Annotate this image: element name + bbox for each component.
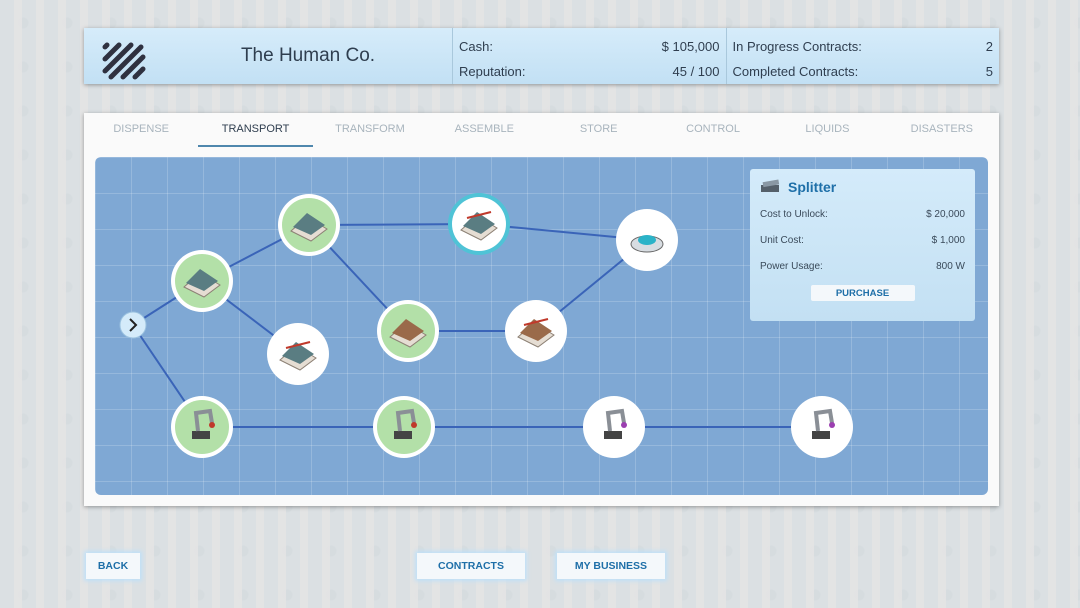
tech-tree-graph: [119, 193, 853, 458]
splitter-icon: [761, 179, 780, 192]
tech-node-n3[interactable]: [267, 323, 329, 385]
tab-disasters[interactable]: DISASTERS: [910, 123, 973, 135]
tab-dispense[interactable]: DISPENSE: [113, 123, 169, 135]
tech-node-n5[interactable]: [616, 209, 678, 271]
conveyor-gate-icon: [279, 341, 317, 371]
power-label: Power Usage:: [760, 260, 823, 272]
tech-node-n9[interactable]: [373, 396, 435, 458]
ramp-conveyor-icon: [290, 213, 328, 242]
cash-label: Cash:: [459, 39, 493, 54]
chevron-right-icon: [129, 318, 138, 332]
robot-arm-icon: [812, 408, 835, 439]
item-info-card: Splitter Cost to Unlock: $ 20,000 Unit Co…: [750, 169, 975, 321]
research-panel: DISPENSE TRANSPORT TRANSFORM ASSEMBLE ST…: [84, 113, 999, 506]
tab-transport[interactable]: TRANSPORT: [198, 113, 314, 147]
unit-cost-label: Unit Cost:: [760, 234, 804, 246]
tab-assemble[interactable]: ASSEMBLE: [454, 123, 514, 135]
company-name: The Human Co.: [240, 45, 376, 66]
tech-node-n7[interactable]: [505, 300, 567, 362]
purchase-button[interactable]: PURCHASE: [810, 285, 915, 301]
sorter-icon: [517, 318, 555, 348]
my-business-button[interactable]: MY BUSINESS: [557, 553, 665, 579]
unit-cost-value: $ 1,000: [931, 234, 965, 246]
status-header: The Human Co. Cash: $ 105,000 Reputation:…: [84, 28, 999, 84]
company-logo: [84, 28, 164, 84]
splitter-icon: [460, 211, 498, 241]
cost-value: $ 20,000: [926, 208, 965, 220]
cash-value: $ 105,000: [661, 39, 720, 54]
tab-store[interactable]: STORE: [579, 123, 618, 135]
tech-node-n2[interactable]: [278, 194, 340, 256]
tab-control[interactable]: CONTROL: [686, 123, 740, 135]
tech-tree: Splitter Cost to Unlock: $ 20,000 Unit Co…: [95, 157, 988, 495]
robot-arm-icon: [394, 408, 417, 439]
tab-transform[interactable]: TRANSFORM: [335, 123, 405, 135]
tech-node-n10[interactable]: [583, 396, 645, 458]
reputation-label: Reputation:: [459, 64, 526, 79]
completed-label: Completed Contracts:: [732, 64, 859, 79]
in-progress-value: 2: [985, 39, 993, 54]
roller-conveyor-icon: [389, 319, 427, 348]
conveyor-icon: [183, 269, 221, 298]
tech-node-n11[interactable]: [791, 396, 853, 458]
tech-node-n1[interactable]: [171, 250, 233, 312]
item-title: Splitter: [788, 179, 837, 195]
power-value: 800 W: [936, 260, 965, 272]
robot-arm-icon: [604, 408, 627, 439]
in-progress-label: In Progress Contracts:: [732, 39, 862, 54]
tech-node-n6[interactable]: [377, 300, 439, 362]
reputation-value: 45 / 100: [672, 64, 720, 79]
completed-value: 5: [985, 64, 993, 79]
tech-node-n8[interactable]: [171, 396, 233, 458]
tree-start-button[interactable]: [119, 311, 147, 339]
contracts-button[interactable]: CONTRACTS: [417, 553, 525, 579]
tech-node-n4[interactable]: [448, 193, 510, 255]
category-tabs: DISPENSE TRANSPORT TRANSFORM ASSEMBLE ST…: [84, 113, 999, 147]
back-button[interactable]: BACK: [86, 553, 140, 579]
tab-liquids[interactable]: LIQUIDS: [805, 123, 850, 135]
turntable-icon: [630, 235, 664, 253]
robot-arm-icon: [192, 408, 215, 439]
cost-label: Cost to Unlock:: [760, 208, 828, 220]
